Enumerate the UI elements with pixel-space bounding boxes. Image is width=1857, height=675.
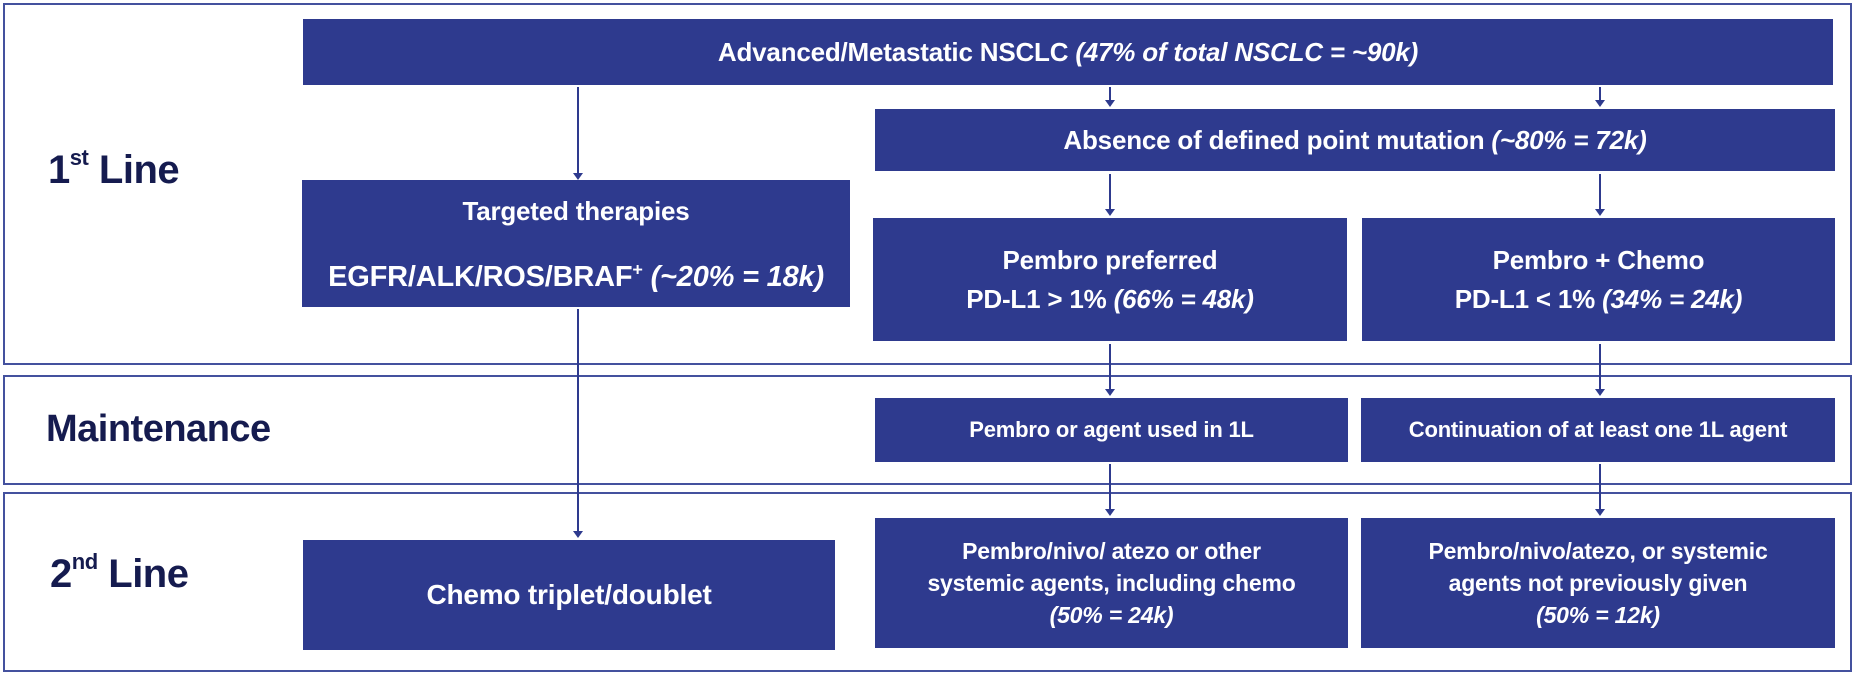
targeted-stat: (~20% = 18k) <box>642 261 825 293</box>
arrow-absence-to-pembro-preferred <box>1104 174 1116 216</box>
arrow-targeted-to-chemo <box>572 309 584 538</box>
second-line-word: Line <box>97 552 189 596</box>
root-stat: (47% of total NSCLC = ~90k) <box>1068 36 1419 67</box>
second-line-ordinal: nd <box>71 549 98 575</box>
advanced-metastatic-nsclc-text: Advanced/Metastatic NSCLC (47% of total … <box>718 37 1418 68</box>
advanced-metastatic-nsclc-box: Advanced/Metastatic NSCLC (47% of total … <box>303 19 1833 85</box>
targeted-therapies-title: Targeted therapies <box>462 196 690 226</box>
pembro-plus-chemo-title: Pembro + Chemo <box>1492 244 1705 275</box>
first-line-number: 1 <box>48 148 70 192</box>
maintenance-continuation-box: Continuation of at least one 1L agent <box>1361 398 1835 462</box>
pembro-plus-chemo-pdl1: PD-L1 < 1% <box>1454 283 1596 314</box>
maintenance-label: Maintenance <box>46 408 271 450</box>
second-line-label: 2nd Line <box>50 549 189 597</box>
pembro-plus-chemo-box: Pembro + Chemo PD-L1 < 1% (34% = 24k) <box>1362 218 1835 341</box>
absence-point-mutation-text: Absence of defined point mutation (~80% … <box>1063 125 1646 156</box>
arrow-pembro-chemo-to-maintenance <box>1594 344 1606 396</box>
pembro-plus-chemo-detail: PD-L1 < 1% (34% = 24k) <box>1455 280 1743 319</box>
second-line-mid-box: Pembro/nivo/ atezo or other systemic age… <box>875 518 1348 648</box>
second-line-right-box: Pembro/nivo/atezo, or systemic agents no… <box>1361 518 1835 648</box>
arrow-pembro-preferred-to-maintenance <box>1104 344 1116 396</box>
pembro-preferred-stat: (66% = 48k) <box>1106 283 1254 314</box>
second-line-mid-line2: systemic agents, including chemo <box>927 569 1296 596</box>
arrow-root-to-absence-left <box>1104 87 1116 107</box>
second-line-mid-line1: Pembro/nivo/ atezo or other <box>962 537 1261 564</box>
pembro-preferred-title: Pembro preferred <box>1002 244 1218 275</box>
targeted-genes: EGFR/ALK/ROS/BRAF <box>328 261 633 293</box>
root-title: Advanced/Metastatic NSCLC <box>717 36 1069 67</box>
absence-point-mutation-box: Absence of defined point mutation (~80% … <box>875 109 1835 171</box>
second-line-number: 2 <box>50 552 72 596</box>
second-line-right-line2: agents not previously given <box>1448 569 1748 596</box>
targeted-therapies-detail: EGFR/ALK/ROS/BRAF+ (~20% = 18k) <box>328 259 825 294</box>
absence-stat: (~80% = 72k) <box>1484 124 1647 155</box>
chemo-triplet-doublet-box: Chemo triplet/doublet <box>303 540 835 650</box>
arrow-absence-to-pembro-chemo <box>1594 174 1606 216</box>
second-line-mid-stat: (50% = 24k) <box>1049 602 1174 629</box>
arrow-maintenance-to-second-line-right <box>1594 464 1606 516</box>
pembro-preferred-pdl1: PD-L1 > 1% <box>966 283 1107 314</box>
targeted-therapies-box: Targeted therapies EGFR/ALK/ROS/BRAF+ (~… <box>302 180 850 307</box>
pembro-preferred-box: Pembro preferred PD-L1 > 1% (66% = 48k) <box>873 218 1347 341</box>
targeted-genes-superscript: + <box>632 259 643 280</box>
second-line-right-line1: Pembro/nivo/atezo, or systemic <box>1428 537 1768 564</box>
absence-title: Absence of defined point mutation <box>1063 124 1485 155</box>
first-line-ordinal: st <box>69 145 89 171</box>
arrow-maintenance-to-second-line-mid <box>1104 464 1116 516</box>
pembro-plus-chemo-stat: (34% = 24k) <box>1595 283 1743 314</box>
first-line-word: Line <box>88 148 180 192</box>
maintenance-pembro-box: Pembro or agent used in 1L <box>875 398 1348 462</box>
pembro-preferred-detail: PD-L1 > 1% (66% = 48k) <box>966 280 1254 319</box>
second-line-right-stat: (50% = 12k) <box>1536 602 1660 629</box>
arrow-root-to-targeted <box>572 87 584 180</box>
arrow-root-to-absence-right <box>1594 87 1606 107</box>
first-line-label: 1st Line <box>48 145 180 193</box>
